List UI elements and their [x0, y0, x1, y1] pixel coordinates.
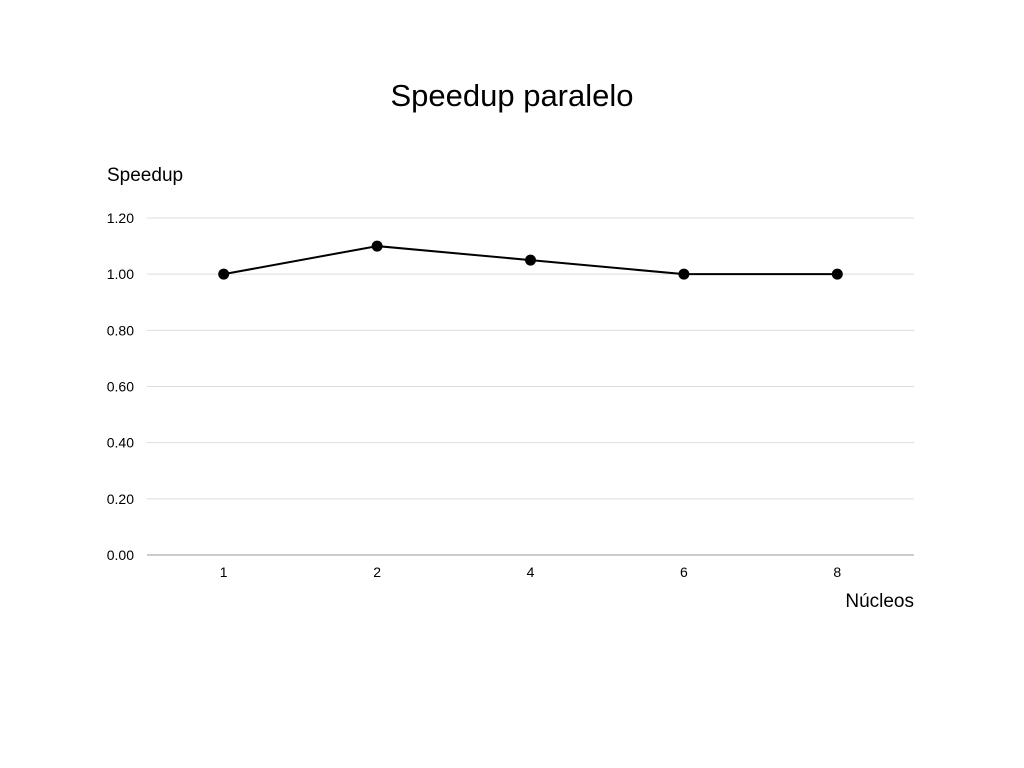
data-point — [371, 240, 383, 252]
y-tick-label: 0.60 — [107, 379, 134, 395]
series-layer — [218, 240, 843, 280]
x-axis-ticks: 1 2 4 6 8 — [220, 564, 842, 580]
x-tick-label: 1 — [220, 564, 228, 580]
x-tick-label: 6 — [680, 564, 688, 580]
y-tick-label: 1.20 — [107, 210, 134, 226]
gridlines — [147, 217, 914, 556]
y-tick-label: 0.20 — [107, 491, 134, 507]
x-tick-label: 4 — [527, 564, 535, 580]
y-tick-label: 1.00 — [107, 266, 134, 282]
y-tick-label: 0.80 — [107, 322, 134, 338]
x-axis-label: Núcleos — [845, 591, 914, 612]
data-point — [525, 254, 536, 266]
y-axis-ticks: 0.00 0.20 0.40 0.60 0.80 1.00 1.20 — [107, 210, 134, 563]
chart-title: Speedup paralelo — [390, 78, 633, 113]
data-point — [678, 268, 690, 280]
data-point — [218, 268, 230, 280]
y-axis-label: Speedup — [107, 165, 183, 186]
y-tick-label: 0.00 — [107, 547, 134, 563]
x-tick-label: 2 — [373, 564, 381, 580]
x-tick-label: 8 — [833, 564, 841, 580]
data-point — [831, 268, 843, 280]
y-tick-label: 0.40 — [107, 435, 134, 451]
